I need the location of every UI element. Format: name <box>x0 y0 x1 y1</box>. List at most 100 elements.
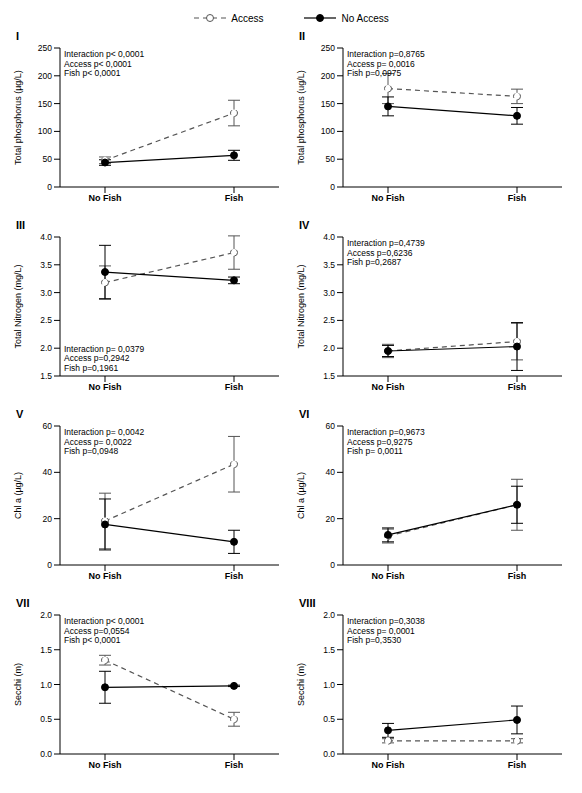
html-text:Access p=0,0554: Access p=0,0554 <box>64 625 130 636</box>
svg-text:150: 150 <box>321 99 335 109</box>
svg-text:20: 20 <box>43 514 53 524</box>
svg-text:40: 40 <box>326 467 336 477</box>
html-text:VII: VII <box>16 597 30 609</box>
html-text:Interaction p=0,3038: Interaction p=0,3038 <box>347 616 425 626</box>
html-text:Fish p< 0,0001: Fish p< 0,0001 <box>64 635 121 645</box>
svg-text:1.5: 1.5 <box>323 645 335 655</box>
svg-text:0: 0 <box>330 182 335 192</box>
html-text:Access p= 0,0016: Access p= 0,0016 <box>347 58 415 69</box>
html-text:Fish p=0,0975: Fish p=0,0975 <box>347 68 402 78</box>
svg-text:Fish: Fish <box>225 760 244 770</box>
svg-text:100: 100 <box>38 126 52 136</box>
html-text:Access p=0,2942: Access p=0,2942 <box>64 353 130 363</box>
svg-text:1.5: 1.5 <box>40 371 52 381</box>
svg-text:Fish: Fish <box>508 571 527 581</box>
svg-text:Total Nitrogen (mg/L): Total Nitrogen (mg/L) <box>296 264 306 348</box>
html-text:VIII: VIII <box>299 597 316 609</box>
html-text:Fish p< 0,0001: Fish p< 0,0001 <box>64 68 121 78</box>
svg-text:50: 50 <box>43 154 53 164</box>
svg-text:Chl a (µg/L): Chl a (µg/L) <box>296 472 306 519</box>
html-text:Interaction p= 0,0379: Interaction p= 0,0379 <box>64 343 145 354</box>
svg-text:Fish: Fish <box>508 760 527 770</box>
svg-text:No Fish: No Fish <box>89 571 122 581</box>
html-text:No Access: No Access <box>341 12 389 24</box>
svg-text:20: 20 <box>326 514 336 524</box>
svg-text:2.5: 2.5 <box>40 315 52 325</box>
svg-text:1.0: 1.0 <box>40 680 52 690</box>
html-text:Access p< 0,0001: Access p< 0,0001 <box>64 58 132 69</box>
html-text:Interaction p< 0,0001: Interaction p< 0,0001 <box>64 49 145 59</box>
svg-text:50: 50 <box>326 154 336 164</box>
svg-text:2.0: 2.0 <box>323 610 335 620</box>
html-text:I: I <box>16 30 20 42</box>
html-text:Access p=0,6236: Access p=0,6236 <box>347 247 413 258</box>
svg-text:60: 60 <box>326 421 336 431</box>
svg-text:3.5: 3.5 <box>323 260 335 270</box>
svg-text:2.0: 2.0 <box>323 343 335 353</box>
html-text:Fish p=0,0948: Fish p=0,0948 <box>64 446 119 456</box>
svg-text:2.0: 2.0 <box>40 343 52 353</box>
svg-text:Fish: Fish <box>508 193 527 203</box>
svg-text:No Fish: No Fish <box>89 193 122 203</box>
html-text:Fish p=0,3530: Fish p=0,3530 <box>347 635 402 645</box>
html-text:Access p= 0,0001: Access p= 0,0001 <box>347 625 415 636</box>
html-text:II: II <box>299 30 306 42</box>
svg-text:2.0: 2.0 <box>40 610 52 620</box>
html-text:Interaction p= 0,0042: Interaction p= 0,0042 <box>64 427 145 437</box>
svg-text:60: 60 <box>43 421 53 431</box>
svg-text:Fish: Fish <box>225 571 244 581</box>
html-text:IV: IV <box>299 219 310 231</box>
svg-text:250: 250 <box>38 43 52 53</box>
svg-text:3.5: 3.5 <box>40 260 52 270</box>
svg-text:No Fish: No Fish <box>89 760 122 770</box>
svg-text:Total phosphorus (µg/L): Total phosphorus (µg/L) <box>13 70 23 165</box>
svg-text:Fish: Fish <box>225 382 244 392</box>
svg-text:2.5: 2.5 <box>323 315 335 325</box>
svg-text:No Fish: No Fish <box>372 571 405 581</box>
svg-text:3.0: 3.0 <box>323 288 335 298</box>
svg-text:0: 0 <box>330 560 335 570</box>
svg-text:1.0: 1.0 <box>323 680 335 690</box>
svg-text:No Fish: No Fish <box>89 382 122 392</box>
html-text:Fish p= 0,0011: Fish p= 0,0011 <box>347 446 403 456</box>
html-text:Interaction p< 0,0001: Interaction p< 0,0001 <box>64 616 145 626</box>
svg-text:0.0: 0.0 <box>323 749 335 759</box>
html-text:Fish p=0,1961: Fish p=0,1961 <box>64 362 119 373</box>
svg-text:0: 0 <box>47 182 52 192</box>
svg-text:Chl a (µg/L): Chl a (µg/L) <box>13 472 23 519</box>
html-text:V: V <box>16 408 24 420</box>
svg-text:Secchi (m): Secchi (m) <box>13 663 23 706</box>
svg-text:0: 0 <box>47 560 52 570</box>
html-text:Interaction p=0,8765: Interaction p=0,8765 <box>347 49 425 59</box>
svg-text:100: 100 <box>321 126 335 136</box>
html-text:Access: Access <box>231 12 264 24</box>
svg-text:40: 40 <box>43 467 53 477</box>
svg-text:150: 150 <box>38 99 52 109</box>
svg-text:200: 200 <box>38 71 52 81</box>
html-text:VI: VI <box>299 408 310 420</box>
svg-text:0.0: 0.0 <box>40 749 52 759</box>
svg-text:0.5: 0.5 <box>323 714 335 724</box>
svg-text:3.0: 3.0 <box>40 288 52 298</box>
html-text:Access p= 0,0022: Access p= 0,0022 <box>64 436 132 447</box>
svg-text:0.5: 0.5 <box>40 714 52 724</box>
svg-text:No Fish: No Fish <box>372 193 405 203</box>
html-text:Interaction p=0,9673: Interaction p=0,9673 <box>347 427 425 437</box>
html-text:Access p=0,9275: Access p=0,9275 <box>347 436 413 447</box>
html-text:Fish p=0,2687: Fish p=0,2687 <box>347 257 402 267</box>
svg-text:Secchi (m): Secchi (m) <box>296 663 306 706</box>
html-text:III: III <box>16 219 26 231</box>
svg-text:Fish: Fish <box>225 193 244 203</box>
html-text:Interaction p=0,4739: Interaction p=0,4739 <box>347 238 425 248</box>
svg-text:Fish: Fish <box>508 382 527 392</box>
svg-text:Total phosphorus (ug/L): Total phosphorus (ug/L) <box>296 70 306 165</box>
svg-text:250: 250 <box>321 43 335 53</box>
svg-text:1.5: 1.5 <box>40 645 52 655</box>
svg-text:1.5: 1.5 <box>323 371 335 381</box>
svg-text:Total Nitrogen (mg/L): Total Nitrogen (mg/L) <box>13 264 23 348</box>
svg-text:4.0: 4.0 <box>323 232 335 242</box>
svg-text:No Fish: No Fish <box>372 760 405 770</box>
svg-text:4.0: 4.0 <box>40 232 52 242</box>
svg-text:No Fish: No Fish <box>372 382 405 392</box>
svg-text:200: 200 <box>321 71 335 81</box>
